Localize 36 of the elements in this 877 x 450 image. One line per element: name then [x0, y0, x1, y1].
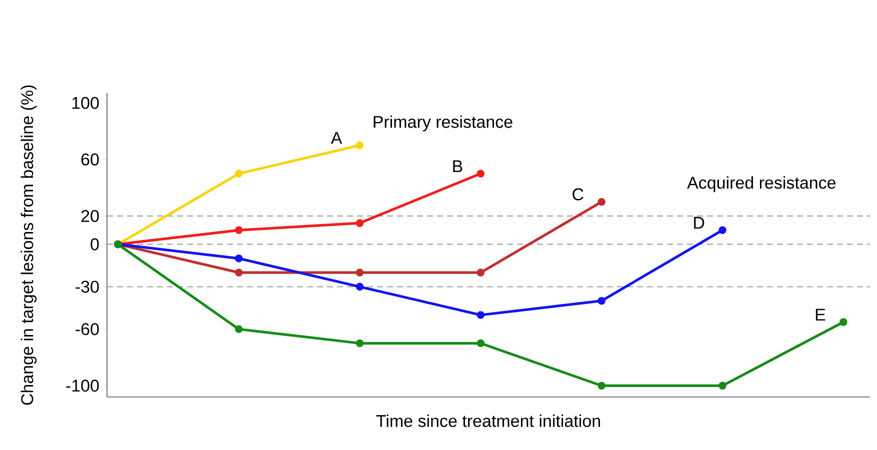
y-tick-label: 0 [90, 238, 99, 250]
point [598, 198, 606, 206]
point [234, 170, 243, 178]
point [598, 382, 606, 390]
point [476, 339, 485, 348]
point [234, 254, 243, 262]
x-axis-title: Time since treatment initiation [376, 414, 600, 428]
y-tick-label: -60 [76, 323, 99, 336]
y-tick-label: 100 [72, 96, 99, 109]
point [718, 382, 726, 390]
series-label: B [453, 160, 462, 172]
series-label: D [694, 216, 704, 229]
y-tick-label: -30 [76, 280, 99, 293]
point [356, 339, 364, 348]
point [356, 282, 364, 291]
y-tick-label: -100 [66, 380, 99, 392]
point [476, 170, 485, 178]
series-label: A [330, 132, 342, 144]
point [718, 226, 726, 234]
point [356, 141, 364, 150]
y-axis-title: Change in target lesions from baseline (%) [20, 85, 37, 405]
point [356, 268, 364, 276]
point [476, 311, 485, 319]
series-label: C [572, 188, 584, 200]
point [234, 325, 243, 334]
series-label: E [816, 308, 826, 321]
point [598, 296, 606, 305]
point [234, 268, 243, 276]
point [476, 268, 485, 276]
point [840, 318, 848, 326]
y-tick-label: 60 [81, 153, 99, 166]
point [356, 219, 364, 227]
annotation: Acquired resistance [687, 176, 836, 192]
y-tick-label: 20 [81, 210, 99, 222]
point [234, 226, 243, 234]
annotation: Primary resistance [374, 115, 512, 132]
